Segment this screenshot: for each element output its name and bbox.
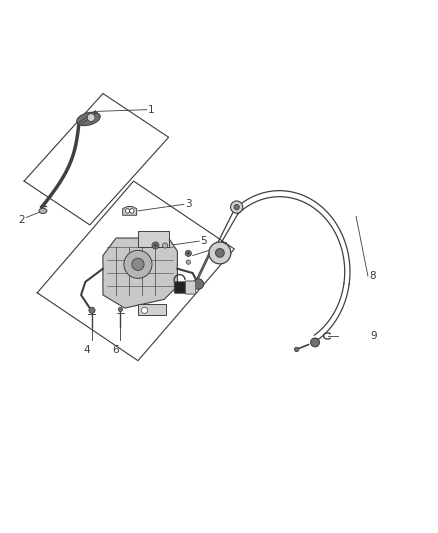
FancyBboxPatch shape [138,304,166,314]
Circle shape [118,307,123,312]
Text: 5: 5 [201,236,207,246]
Text: 6: 6 [112,345,119,356]
FancyBboxPatch shape [185,281,196,294]
Text: 7: 7 [220,242,227,252]
Polygon shape [123,206,137,215]
Circle shape [193,279,204,289]
Circle shape [132,258,144,270]
Circle shape [89,307,95,313]
Text: 9: 9 [370,331,377,341]
FancyBboxPatch shape [138,231,169,247]
Circle shape [130,209,134,213]
Text: 3: 3 [185,199,192,209]
Text: 4: 4 [83,345,90,356]
Circle shape [209,242,231,264]
Circle shape [311,338,319,347]
Text: 2: 2 [18,215,25,224]
Circle shape [215,248,224,257]
Circle shape [141,307,148,313]
Circle shape [152,242,159,249]
Circle shape [187,252,190,255]
Polygon shape [103,238,177,308]
Circle shape [234,205,239,209]
Circle shape [230,201,243,213]
Text: 8: 8 [369,271,376,281]
Circle shape [162,243,168,248]
Ellipse shape [77,112,100,126]
Circle shape [294,347,299,352]
Circle shape [185,251,191,256]
Circle shape [124,251,152,278]
Circle shape [186,260,191,264]
Circle shape [125,209,130,213]
Ellipse shape [39,208,47,214]
Circle shape [87,114,95,122]
FancyBboxPatch shape [174,282,189,293]
Text: 1: 1 [148,104,155,115]
Circle shape [154,244,157,247]
